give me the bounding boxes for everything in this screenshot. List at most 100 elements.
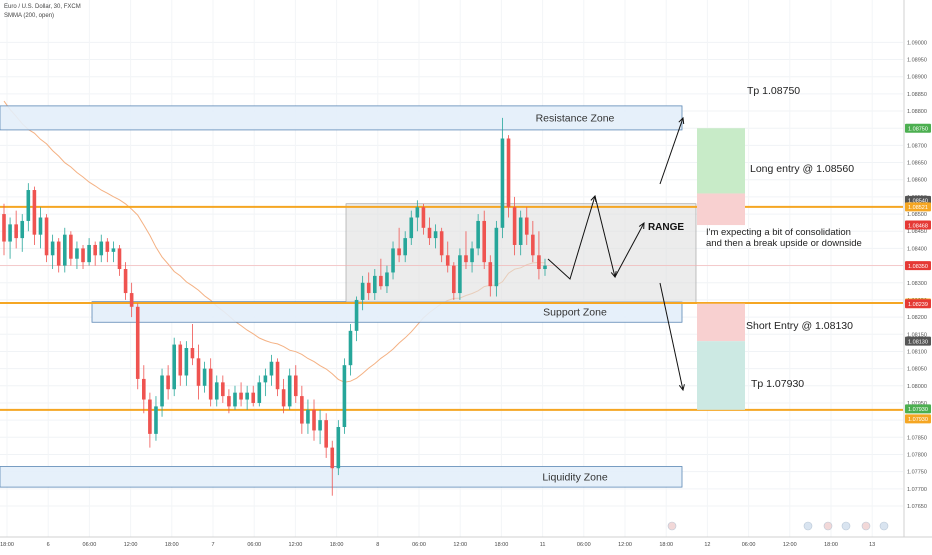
candle-body [312, 409, 316, 431]
projection-arrow-up [547, 195, 596, 280]
price-badge [905, 220, 931, 230]
economic-event-icon[interactable] [861, 521, 871, 531]
y-tick-label: 1.07700 [907, 487, 927, 493]
projection-arrow-break-head [638, 221, 645, 230]
chart-header: Euro / U.S. Dollar, 30, FXCM SMMA (200, … [4, 3, 81, 21]
candle-body [348, 330, 353, 366]
symbol-title: Euro / U.S. Dollar, 30, FXCM [4, 4, 81, 10]
projection-arrow-down [594, 195, 616, 278]
price-badge-label: 1.08540 [908, 199, 928, 205]
x-tick-label: 11 [540, 542, 546, 548]
candle-body [160, 375, 164, 407]
price-badge-label: 1.08750 [908, 126, 928, 132]
candle-body [476, 220, 480, 249]
candle-body [342, 365, 347, 428]
candle-body [263, 375, 268, 383]
candle-body [318, 420, 322, 431]
candle-body [172, 344, 177, 390]
long-take-profit-box [697, 128, 745, 194]
candle-body [50, 241, 55, 256]
candle-body [287, 375, 292, 407]
y-tick-label: 1.07650 [907, 504, 927, 510]
y-tick-label: 1.08100 [907, 349, 927, 355]
candle-body [178, 344, 183, 376]
y-tick-label: 1.08900 [907, 75, 927, 81]
range-label: RANGE [648, 222, 684, 233]
candle-body [306, 409, 310, 424]
candle-body [214, 382, 219, 400]
candle-body [148, 399, 152, 434]
candle-body [105, 241, 110, 252]
short-target-arrow [659, 282, 684, 391]
candle-body [500, 138, 505, 228]
candle-body [385, 272, 389, 287]
candle-body [275, 361, 280, 390]
short-stop-loss-box [697, 303, 745, 342]
y-tick-label: 1.08300 [907, 281, 927, 287]
y-tick-label: 1.08650 [907, 161, 927, 167]
y-tick-label: 1.07800 [907, 452, 927, 458]
y-tick-label: 1.07850 [907, 435, 927, 441]
candle-body [354, 299, 359, 331]
candle-body [293, 375, 298, 397]
candle-body [208, 368, 213, 400]
candle-body [251, 392, 256, 403]
comment-line-2: and then a break upside or downside [706, 238, 862, 249]
long-target-arrow-head [678, 116, 685, 125]
zone-box [0, 105, 683, 131]
candle-body [482, 220, 487, 263]
x-tick-label: 06:00 [83, 542, 97, 548]
y-tick-label: 1.08500 [907, 212, 927, 218]
candle-body [14, 224, 18, 239]
candle-body [227, 396, 231, 407]
candle-body [117, 248, 122, 270]
price-badge [905, 336, 931, 346]
candle-body [409, 217, 414, 239]
x-tick-label: 8 [376, 542, 379, 548]
x-tick-label: 13 [869, 542, 875, 548]
candle-body [69, 234, 73, 259]
candle-body [166, 375, 170, 390]
arrows-layer [547, 116, 685, 392]
candle-body [38, 217, 43, 235]
zone-label: Support Zone [543, 306, 607, 318]
candles-layer [2, 117, 547, 496]
candle-body [44, 217, 49, 256]
economic-event-icon[interactable] [803, 521, 813, 531]
candle-body [62, 234, 67, 266]
x-tick-label: 12:00 [289, 542, 303, 548]
economic-event-icon[interactable] [841, 521, 851, 531]
candle-body [458, 255, 462, 294]
short-entry-label: Short Entry @ 1.08130 [746, 320, 853, 332]
x-tick-label: 12:00 [124, 542, 138, 548]
candle-body [281, 389, 286, 407]
candle-body [99, 241, 104, 256]
candle-body [439, 231, 444, 256]
y-tick-label: 1.08400 [907, 246, 927, 252]
price-badge [905, 404, 931, 414]
price-badge-label: 1.08130 [908, 339, 928, 345]
y-tick-label: 1.08700 [907, 143, 927, 149]
y-axis[interactable]: 1.09000 1.08950 1.08900 1.08850 1.08800 1.087… [903, 0, 931, 537]
candle-body [366, 282, 371, 294]
price-badge-label: 1.08239 [908, 302, 928, 308]
long-target-arrow [659, 117, 684, 185]
indicator-title: SMMA (200, open) [4, 13, 55, 19]
candle-body [245, 392, 249, 400]
candle-body [239, 392, 243, 400]
x-axis[interactable]: 18:00 6 06:00 12:00 18:00 7 06:00 12:00 18:00 8 06… [0, 521, 932, 548]
y-tick-label: 1.08050 [907, 367, 927, 373]
economic-event-icon[interactable] [667, 521, 677, 531]
candle-body [391, 248, 395, 273]
x-tick-label: 18:00 [824, 542, 838, 548]
economic-event-icon[interactable] [823, 521, 833, 531]
long-stop-loss-box [697, 193, 745, 226]
zone-label: Liquidity Zone [542, 471, 608, 483]
x-tick-label: 18:00 [659, 542, 673, 548]
x-tick-label: 12:00 [783, 542, 797, 548]
candle-body [506, 138, 511, 208]
economic-event-icon[interactable] [879, 521, 889, 531]
y-tick-label: 1.07950 [907, 401, 927, 407]
